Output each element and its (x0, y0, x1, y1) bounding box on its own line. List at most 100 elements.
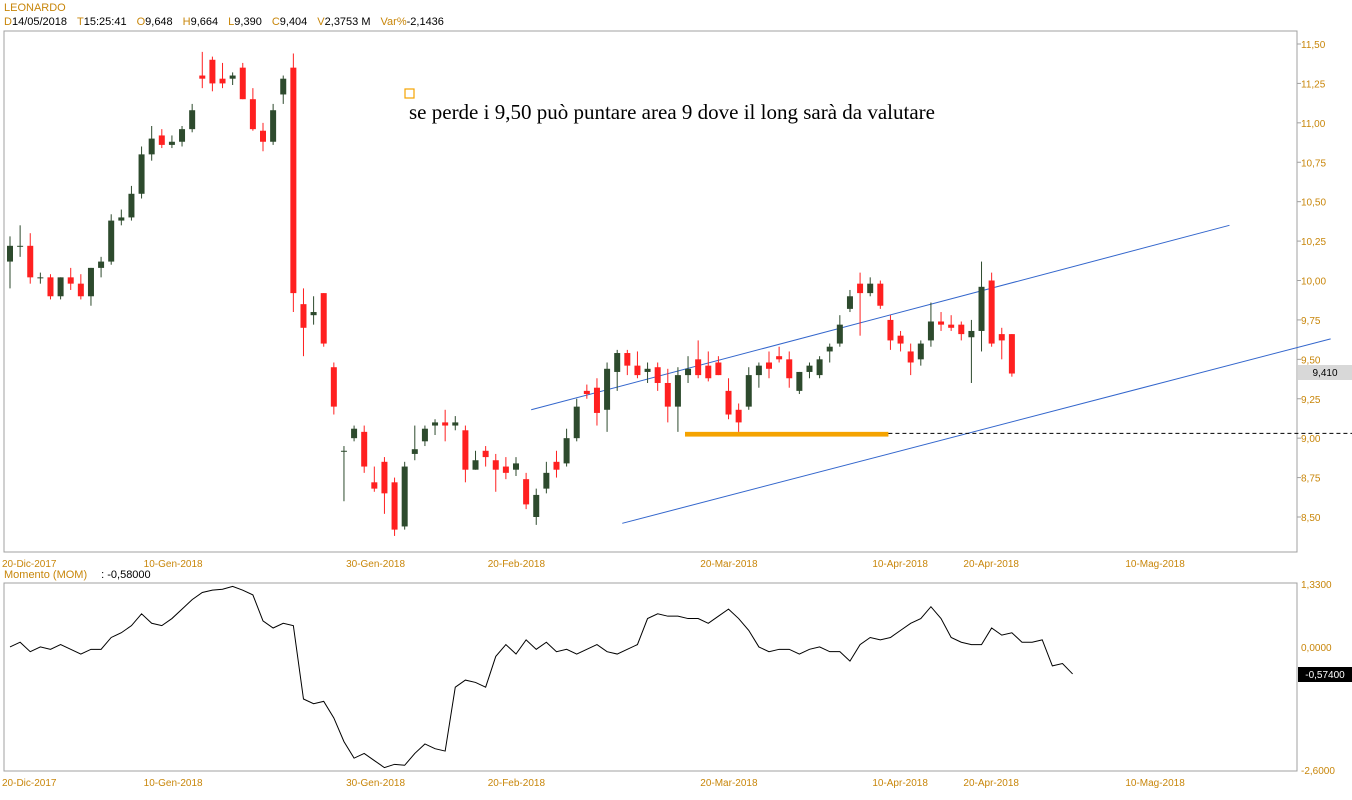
y-tick-label: 11,25 (1301, 79, 1326, 90)
candle (421, 425, 428, 447)
candle (948, 315, 955, 331)
candle-body (128, 193, 135, 218)
candle-body (179, 129, 186, 142)
channel-upper-line (531, 224, 1230, 411)
candle-body (452, 422, 459, 426)
candle (199, 51, 206, 89)
candle (47, 274, 54, 300)
candle-body (1008, 334, 1015, 374)
candle (260, 122, 266, 152)
readout-value: 15:25:41 (83, 16, 127, 28)
candle-body (887, 319, 894, 341)
candle (391, 477, 398, 536)
readout-value: 2,3753 M (324, 16, 371, 28)
x-tick-label: 10-Gen-2018 (144, 559, 203, 570)
x-tick-label: 20-Dic-2017 (2, 559, 57, 570)
price-x-axis: 20-Dic-2017 10-Gen-2018 30-Gen-2018 20-Feb-… (2, 559, 1185, 570)
candle (442, 409, 449, 442)
readout-key: H (182, 16, 191, 28)
candle (715, 356, 722, 376)
candle (300, 288, 307, 357)
candle-body (563, 438, 570, 464)
candle (806, 362, 813, 379)
candle (209, 56, 216, 92)
candle (401, 461, 408, 530)
candle (867, 277, 874, 297)
candle-body (37, 277, 44, 279)
candle (705, 351, 712, 382)
readout-key: T (77, 16, 84, 28)
y-tick-label: 9,00 (1301, 434, 1321, 445)
chart-annotation: se perde i 9,50 può puntare area 9 dove … (409, 100, 935, 124)
candle-body (725, 390, 732, 415)
candle (179, 125, 186, 147)
candle (189, 103, 196, 133)
candle (462, 425, 469, 483)
x-tick-label: 10-Apr-2018 (872, 778, 928, 789)
candle (988, 272, 995, 347)
candle-body (674, 375, 681, 407)
candle (938, 312, 945, 331)
y-tick-label: 11,00 (1301, 119, 1326, 130)
readout-value: 9,390 (234, 16, 262, 28)
y-tick-label: 9,50 (1301, 355, 1321, 366)
candle-body (533, 494, 540, 517)
x-tick-label: 10-Apr-2018 (872, 559, 928, 570)
candle (776, 346, 783, 363)
candle (593, 378, 600, 426)
candle-body (118, 217, 125, 221)
candle (472, 450, 479, 470)
candle-body (755, 365, 762, 376)
candle (523, 472, 530, 510)
candle (978, 261, 985, 352)
y-tick-label: 8,75 (1301, 474, 1321, 485)
readout-key: O (136, 16, 146, 28)
candle-body (634, 365, 641, 376)
candle-body (432, 422, 439, 426)
candle-body (948, 324, 955, 328)
x-tick-label: 20-Mar-2018 (700, 559, 758, 570)
candle (98, 256, 105, 278)
last-momentum-box (1298, 667, 1352, 682)
readout-key: D (4, 16, 12, 28)
candle (340, 446, 347, 502)
candle (836, 315, 843, 347)
candle (533, 488, 540, 525)
candle (796, 371, 803, 395)
candle (654, 362, 661, 391)
candle-body (77, 283, 84, 297)
candle (37, 272, 44, 284)
candle-body (654, 367, 661, 383)
y-tick-label: 10,50 (1301, 198, 1326, 209)
candle (583, 384, 590, 399)
candle (664, 368, 671, 423)
candle-body (513, 463, 519, 470)
candle (148, 125, 155, 161)
candle (624, 349, 631, 376)
candle-body (796, 371, 803, 391)
candle-body (806, 365, 813, 372)
y-tick-label: 8,50 (1301, 513, 1321, 524)
candle (502, 457, 509, 480)
candle-body (614, 353, 621, 372)
candle (826, 343, 833, 363)
readout-key: C (271, 16, 280, 28)
candle (958, 321, 965, 341)
candle-body (867, 283, 874, 294)
candle-body (47, 277, 54, 297)
candle (381, 457, 388, 514)
last-momentum-label: -0,57400 (1305, 670, 1345, 681)
candle-body (695, 359, 702, 376)
candle-body (988, 280, 995, 344)
candle (786, 351, 793, 388)
candle (1008, 334, 1015, 377)
candle-body (685, 368, 692, 376)
candle (725, 378, 732, 420)
candle-body (351, 428, 358, 439)
chart-title: LEONARDO (4, 2, 66, 14)
candle (573, 398, 580, 442)
last-price-label: 9,410 (1312, 368, 1337, 379)
candle-body (361, 431, 368, 467)
candle-body (219, 78, 226, 84)
